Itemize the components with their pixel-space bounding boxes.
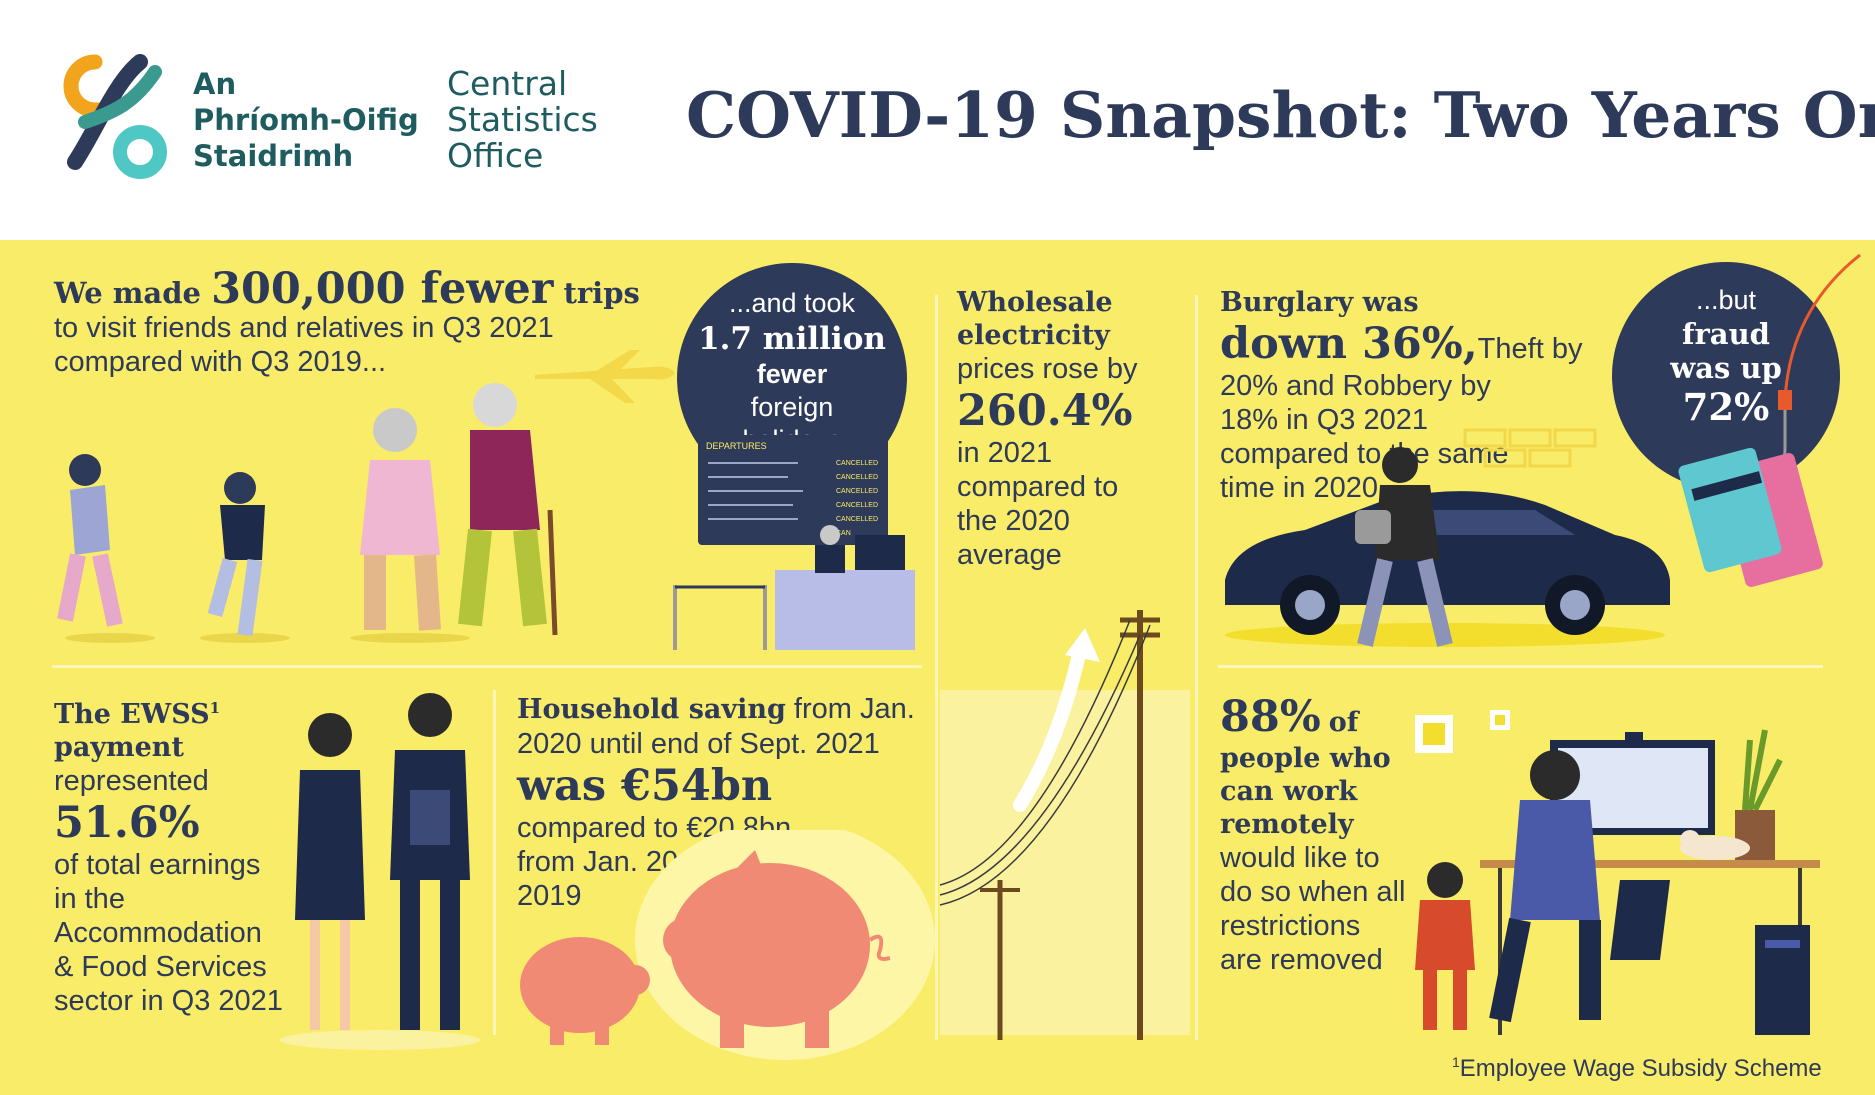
- divider: [493, 690, 496, 1035]
- logo-line: An: [193, 67, 237, 101]
- card-fishhook-icon: [1678, 253, 1861, 587]
- piggy-bank-icon: [520, 830, 935, 1060]
- logo-line: Central: [447, 64, 568, 103]
- departure-status: CANCELLED: [835, 474, 878, 481]
- fraud-bubble: ...but fraud was up 72%: [1612, 262, 1840, 490]
- computer-tower-icon: [1755, 925, 1810, 1035]
- electricity-post: in 2021 compared to the 2020 average: [957, 437, 1119, 571]
- saving-label: Household saving: [517, 694, 786, 725]
- departures-board-icon: DEPARTURES CANCELLED CANCELLED CANCELLED…: [698, 435, 888, 545]
- plant-icon: [1735, 729, 1783, 860]
- power-pole-icon: [940, 610, 1160, 1040]
- departure-status: CAN: [835, 530, 851, 537]
- holidays-line: ...and took: [728, 288, 856, 318]
- logo-line: Statistics: [447, 100, 598, 139]
- remote-of: of: [1328, 707, 1359, 738]
- fraud-bold: fraud was up: [1670, 317, 1782, 385]
- ewss-number: 51.6%: [54, 798, 200, 848]
- burglary-label: Burglary was: [1220, 287, 1419, 318]
- header: An Phríomh-Oifig Staidrimh Central Stati…: [0, 0, 1875, 240]
- brick-wall-decoration: [1463, 428, 1597, 468]
- burglar-icon: [1355, 447, 1453, 647]
- logo-line: Office: [447, 136, 544, 175]
- divider: [52, 665, 922, 668]
- footnote-marker: 1: [1452, 1054, 1460, 1070]
- saving-number: was €54bn: [517, 761, 773, 811]
- ewss-post: of total earnings in the Accommodation &…: [54, 849, 283, 1017]
- electricity-label: Wholesale electricity: [957, 287, 1113, 351]
- trips-post: trips: [553, 276, 640, 310]
- trips-number: 300,000 fewer: [211, 264, 554, 314]
- divider: [1195, 295, 1198, 1040]
- footnote-text: Employee Wage Subsidy Scheme: [1459, 1055, 1822, 1082]
- burglary-stat: Burglary was down 36%,Theft by 20% and R…: [1220, 286, 1582, 505]
- logo-english-name: Central Statistics Office: [447, 66, 598, 174]
- ewss-label: The EWSS: [54, 699, 210, 730]
- burglary-number: down 36%,: [1220, 319, 1478, 369]
- fraud-line: ...but: [1695, 285, 1757, 315]
- divider: [935, 295, 938, 1040]
- saving-rest: from Jan. 2020 until end of Sept. 2021: [517, 693, 915, 760]
- departure-status: CANCELLED: [835, 488, 878, 495]
- electricity-backdrop: [940, 690, 1190, 1035]
- ewss-label2: payment: [54, 732, 184, 763]
- fraud-number: 72%: [1682, 385, 1770, 429]
- car-icon: [1225, 447, 1670, 647]
- burglary-rest2: 20% and Robbery by 18% in Q3 2021 compar…: [1220, 370, 1509, 504]
- trips-body: to visit friends and relatives in Q3 202…: [54, 312, 554, 378]
- divider: [1218, 665, 1823, 668]
- departure-status: CANCELLED: [835, 460, 878, 467]
- logo-irish-name: An Phríomh-Oifig Staidrimh: [193, 66, 419, 174]
- remote-number: 88%: [1220, 692, 1321, 742]
- ewss-footnote-marker: 1: [209, 699, 221, 717]
- checkin-desk-illustration: [673, 525, 915, 650]
- hotel-staff-illustration: [280, 693, 480, 1050]
- trips-pre: We made: [54, 276, 212, 310]
- electricity-number: 260.4%: [957, 386, 1133, 436]
- logo-line: Phríomh-Oifig: [193, 103, 419, 137]
- family-illustration: [57, 383, 558, 643]
- logo-line: Staidrimh: [193, 139, 354, 173]
- home-office-illustration: [1415, 710, 1820, 1035]
- burglary-rest1: Theft by: [1477, 333, 1583, 365]
- cat-icon: [1680, 830, 1750, 860]
- departure-status: CANCELLED: [835, 502, 878, 509]
- holidays-bold: fewer: [756, 359, 828, 389]
- remote-post: would like to do so when all restriction…: [1220, 842, 1406, 976]
- electricity-stat: Wholesale electricity prices rose by 260…: [957, 286, 1157, 572]
- ewss-stat: The EWSS1 payment represented 51.6% of t…: [54, 692, 294, 1018]
- footnote: 1Employee Wage Subsidy Scheme: [1452, 1054, 1822, 1083]
- holidays-number: 1.7 million: [698, 321, 886, 357]
- csi-logo-icon: [63, 54, 167, 179]
- ewss-pre: represented: [54, 765, 209, 797]
- trips-stat: We made 300,000 fewer trips to visit fri…: [54, 268, 640, 379]
- airplane-icon: [535, 350, 675, 403]
- remote-work-stat: 88% of people who can work remotely woul…: [1220, 692, 1420, 977]
- electricity-pre: prices rose by: [957, 353, 1138, 385]
- page-title: COVID-19 Snapshot: Two Years On: [686, 78, 1875, 152]
- departures-header: DEPARTURES: [706, 441, 767, 451]
- departure-status: CANCELLED: [835, 516, 878, 523]
- remote-bold: people who can work remotely: [1220, 743, 1391, 840]
